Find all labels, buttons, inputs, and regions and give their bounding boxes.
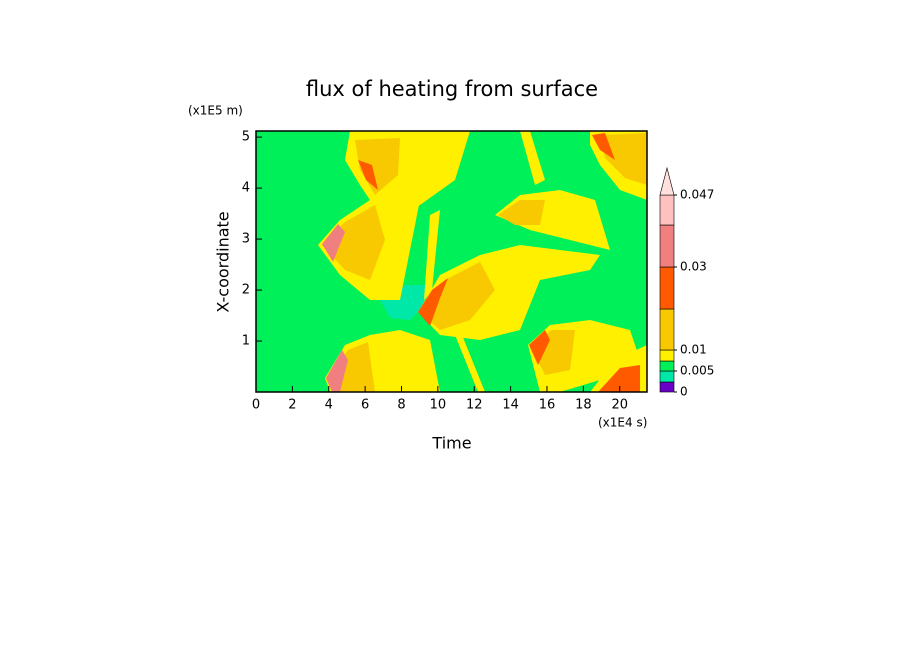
region bbox=[498, 200, 545, 225]
region bbox=[424, 210, 440, 300]
colorbar-band bbox=[659, 360, 675, 372]
region bbox=[418, 278, 448, 326]
colorbar-band bbox=[659, 349, 675, 362]
region bbox=[600, 133, 647, 185]
region bbox=[592, 133, 615, 160]
colorbar-band bbox=[659, 308, 675, 351]
x-tick-label: 8 bbox=[397, 398, 405, 413]
region bbox=[455, 335, 485, 392]
chart-title: flux of heating from surface bbox=[306, 77, 598, 101]
colorbar-label: 0 bbox=[680, 385, 688, 399]
region bbox=[529, 330, 550, 365]
region bbox=[420, 262, 495, 330]
y-tick-label: 3 bbox=[242, 232, 250, 247]
y-tick-label: 2 bbox=[242, 283, 250, 298]
region bbox=[322, 224, 345, 262]
region bbox=[520, 131, 545, 185]
x-unit: (x1E4 s) bbox=[598, 416, 647, 430]
y-unit: (x1E5 m) bbox=[188, 104, 243, 118]
region bbox=[322, 205, 385, 280]
region bbox=[355, 138, 400, 195]
region bbox=[326, 350, 348, 392]
y-tick-label: 1 bbox=[242, 334, 250, 349]
plot-frame bbox=[255, 130, 648, 393]
x-axis-label: Time bbox=[431, 434, 471, 453]
x-tick-label: 2 bbox=[288, 398, 296, 413]
y-tick-label: 4 bbox=[242, 181, 250, 196]
x-tick-label: 10 bbox=[430, 398, 447, 413]
colorbar-band bbox=[659, 266, 675, 310]
x-tick-label: 4 bbox=[325, 398, 333, 413]
y-tick-label: 5 bbox=[242, 130, 250, 145]
colorbar-band bbox=[659, 381, 675, 393]
colorbar-label: 0.005 bbox=[680, 364, 714, 378]
colorbar-extend bbox=[659, 166, 675, 196]
x-tick-label: 6 bbox=[361, 398, 369, 413]
y-axis-label: X-coordinate bbox=[214, 211, 233, 312]
colorbar-band bbox=[659, 370, 675, 383]
colorbar-band bbox=[659, 224, 675, 268]
contour-field bbox=[256, 131, 647, 392]
colorbar-label: 0.047 bbox=[680, 188, 714, 202]
x-tick-label: 0 bbox=[252, 398, 260, 413]
x-tick-label: 14 bbox=[502, 398, 519, 413]
x-tick-label: 18 bbox=[575, 398, 592, 413]
x-tick-label: 12 bbox=[466, 398, 483, 413]
region bbox=[358, 160, 378, 190]
colorbar-band bbox=[659, 194, 675, 226]
x-tick-label: 16 bbox=[539, 398, 556, 413]
region bbox=[598, 365, 640, 392]
colorbar-label: 0.03 bbox=[680, 260, 707, 274]
x-tick-label: 20 bbox=[611, 398, 628, 413]
colorbar-label: 0.01 bbox=[680, 343, 707, 357]
